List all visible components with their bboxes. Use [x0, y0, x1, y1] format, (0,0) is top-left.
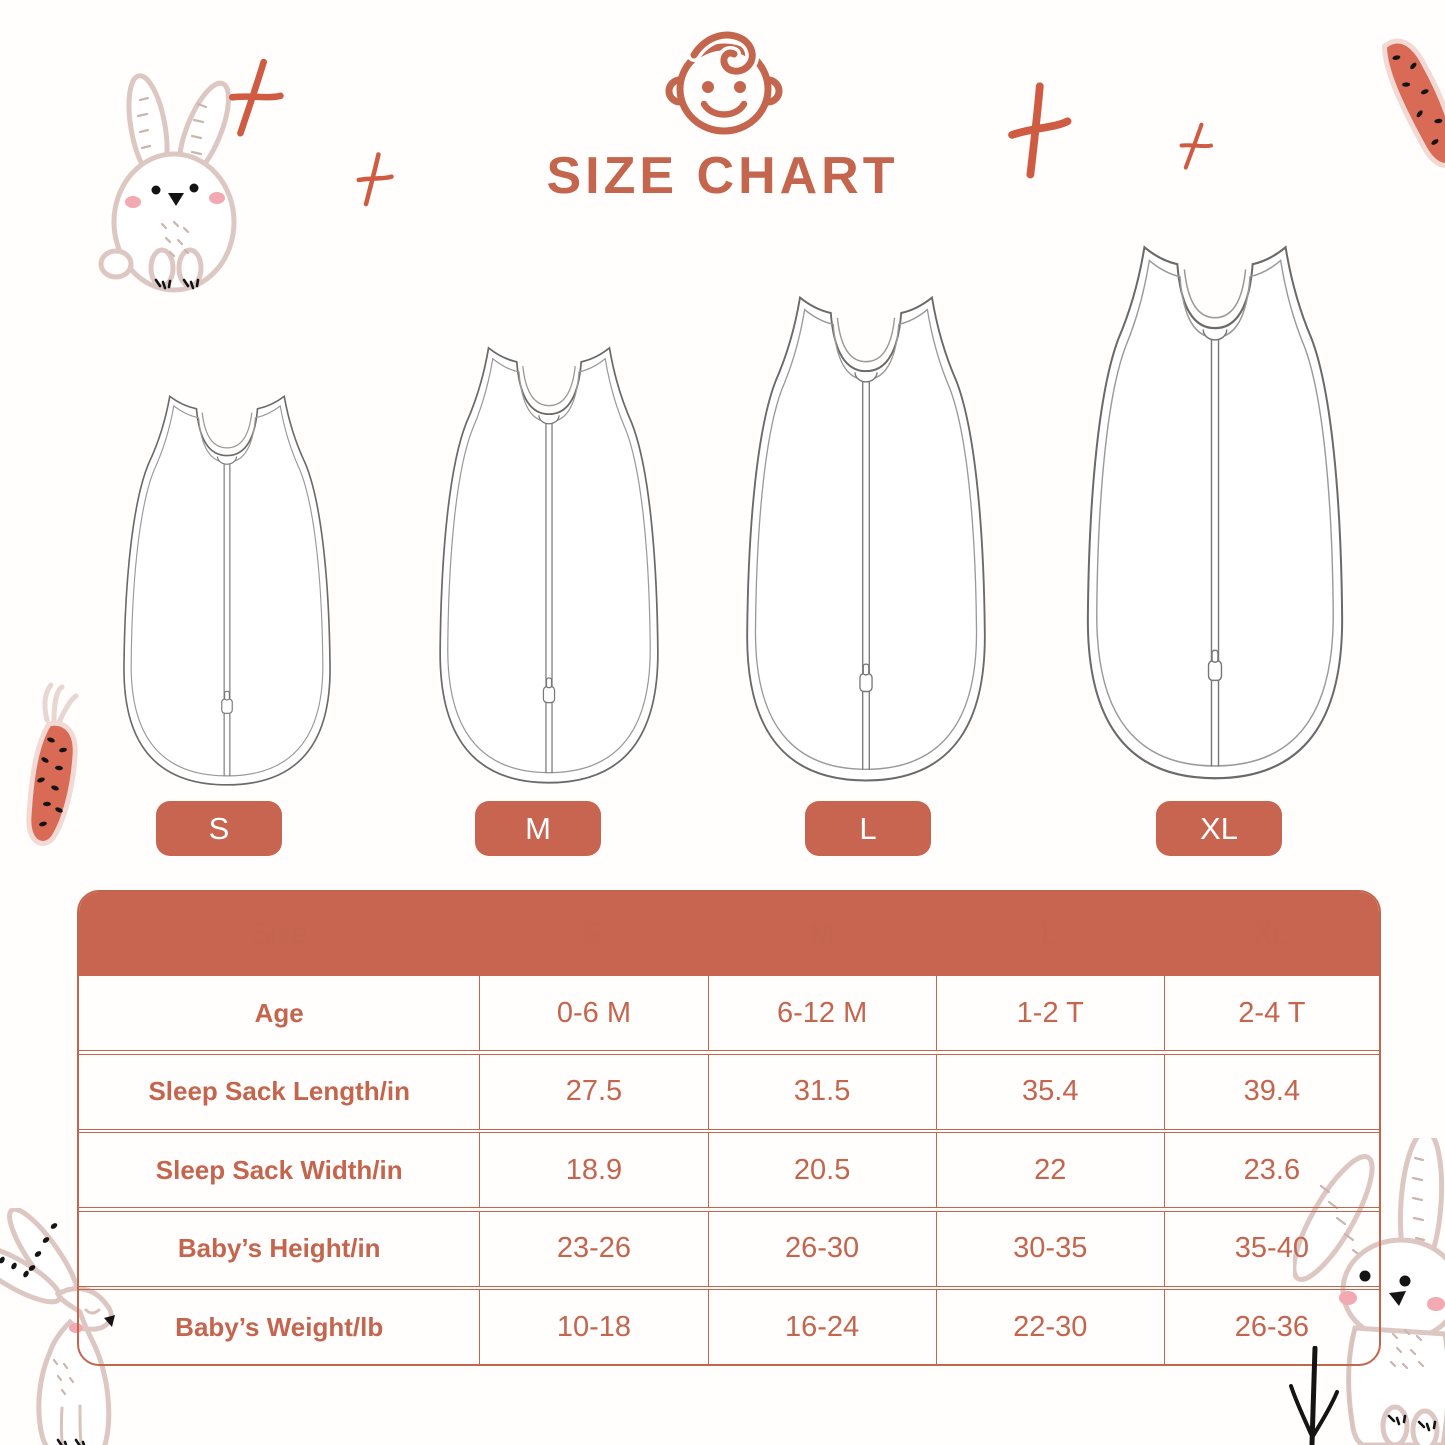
table-cell: 22-30 — [935, 1290, 1164, 1364]
sleep-sack-drawing-xl — [1086, 246, 1344, 780]
table-row-height: Baby’s Height/in 23-26 26-30 30-35 35-40 — [79, 1210, 1379, 1287]
table-header-row: Size S M L XL — [79, 892, 1379, 976]
table-cell: 0-6 M — [479, 976, 707, 1050]
column-header-m: M — [809, 917, 834, 950]
table-cell: 30-35 — [935, 1211, 1164, 1286]
cross-doodle-2 — [356, 152, 394, 207]
column-header-s: S — [583, 917, 604, 950]
baby-face-icon — [665, 28, 783, 135]
table-cell: 26-36 — [1163, 1290, 1379, 1364]
table-row-width: Sleep Sack Width/in 18.9 20.5 22 23.6 — [79, 1132, 1379, 1208]
table-cell: 23.6 — [1163, 1133, 1379, 1207]
column-header-size: Size — [250, 917, 308, 950]
table-row-weight: Baby’s Weight/lb 10-18 16-24 22-30 26-36 — [79, 1289, 1379, 1364]
table-row-age: Age 0-6 M 6-12 M 1-2 T 2-4 T — [79, 976, 1379, 1051]
bunny-bottom-left-illustration — [0, 1208, 115, 1445]
size-tag-xl: XL — [1156, 801, 1282, 856]
row-label: Baby’s Height/in — [177, 1233, 381, 1263]
table-cell: 26-30 — [707, 1211, 936, 1286]
sleep-sack-drawing-l — [746, 296, 986, 782]
table-cell: 18.9 — [479, 1133, 707, 1207]
column-header-l: L — [1041, 917, 1058, 950]
column-header-xl: XL — [1253, 917, 1290, 950]
carrot-left-illustration — [26, 682, 79, 846]
size-tag-m: M — [475, 801, 601, 856]
page-title: SIZE CHART — [546, 147, 899, 205]
carrot-top-right-illustration — [1381, 38, 1445, 168]
table-row-length: Sleep Sack Length/in 27.5 31.5 35.4 39.4 — [79, 1053, 1379, 1130]
bunny-bottom-right-illustration — [1293, 1138, 1445, 1445]
bunny-top-left-illustration — [98, 73, 237, 293]
size-table: Size S M L XL Age 0-6 M 6-12 M 1-2 T 2-4… — [77, 890, 1381, 1366]
size-tag-s: S — [156, 801, 282, 856]
table-cell: 20.5 — [707, 1133, 936, 1207]
sleep-sack-drawing-m — [439, 347, 659, 784]
sleep-sack-drawing-s — [123, 395, 331, 786]
cross-doodle-1 — [228, 58, 284, 137]
table-body: Age 0-6 M 6-12 M 1-2 T 2-4 T Sleep Sack … — [79, 976, 1379, 1364]
table-cell: 39.4 — [1163, 1054, 1379, 1129]
row-label: Sleep Sack Length/in — [148, 1076, 410, 1106]
table-cell: 10-18 — [479, 1290, 707, 1364]
table-cell: 6-12 M — [707, 976, 936, 1050]
table-cell: 31.5 — [707, 1054, 936, 1129]
table-cell: 2-4 T — [1163, 976, 1379, 1050]
table-cell: 16-24 — [707, 1290, 936, 1364]
table-cell: 35.4 — [935, 1054, 1164, 1129]
row-label: Sleep Sack Width/in — [155, 1154, 403, 1185]
table-cell: 27.5 — [479, 1054, 707, 1129]
row-label: Age — [254, 997, 304, 1028]
table-cell: 35-40 — [1163, 1211, 1379, 1286]
table-cell: 22 — [935, 1133, 1164, 1207]
sprout-arrow-doodle — [1289, 1346, 1339, 1445]
cross-doodle-3 — [1008, 82, 1072, 179]
row-label: Baby’s Weight/lb — [175, 1311, 384, 1342]
table-cell: 1-2 T — [935, 976, 1164, 1050]
cross-doodle-4 — [1179, 122, 1213, 170]
size-tag-l: L — [805, 801, 931, 856]
table-cell: 23-26 — [479, 1211, 707, 1286]
